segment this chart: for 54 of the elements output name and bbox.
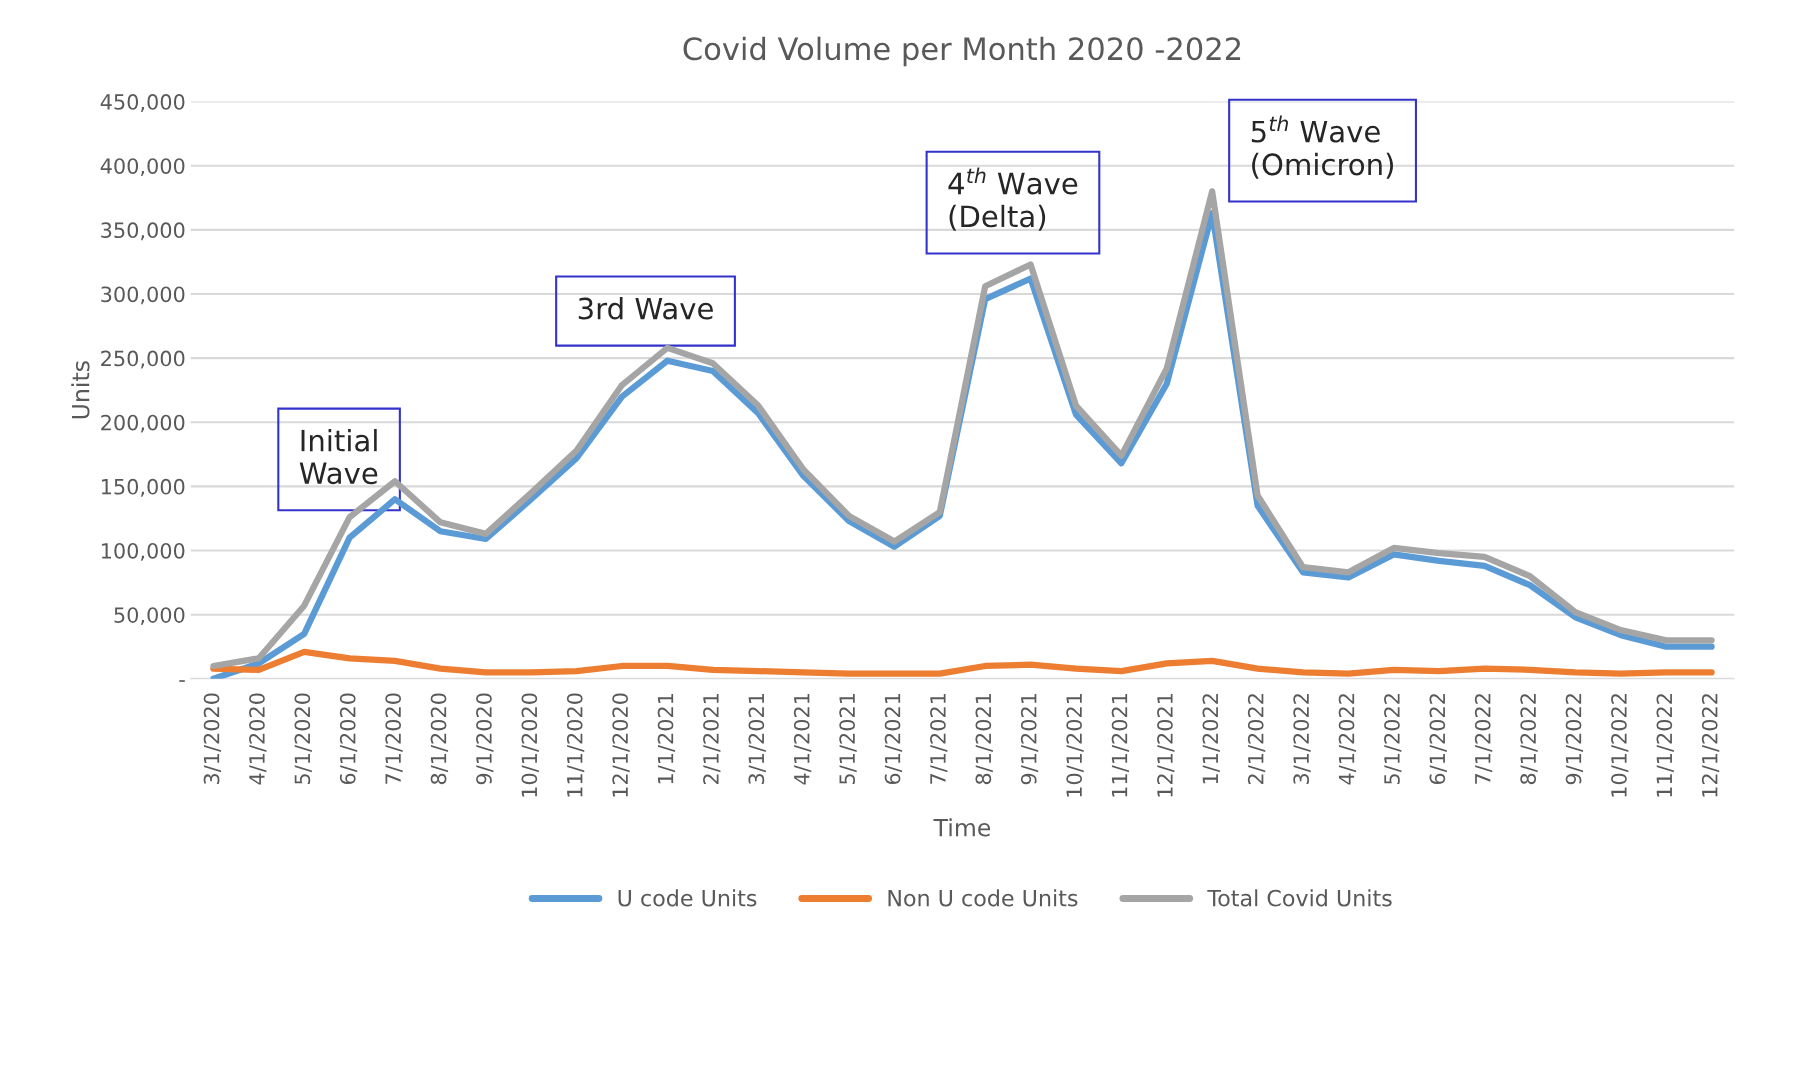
- y-tick-label: 50,000: [114, 607, 185, 626]
- x-axis-title: Time: [933, 818, 991, 837]
- x-tick-label: 12/1/2021: [1157, 693, 1175, 797]
- x-tick-label: 8/1/2021: [975, 693, 993, 785]
- x-tick-label: 4/1/2022: [1338, 694, 1357, 785]
- x-tick-label: 11/1/2020: [566, 693, 585, 797]
- x-tick-label: 7/1/2021: [930, 693, 948, 784]
- x-tick-label: 11/1/2022: [1656, 694, 1674, 797]
- x-tick-label: 1/1/2022: [1202, 694, 1220, 784]
- legend-label: Non U code Units: [888, 889, 1078, 907]
- x-tick-label: 6/1/2021: [884, 693, 903, 785]
- x-tick-label: 10/1/2020: [521, 693, 539, 797]
- x-tick-label: 5/1/2021: [839, 693, 857, 784]
- x-tick-label: 8/1/2022: [1520, 694, 1538, 785]
- chart-title: Covid Volume per Month 2020 -2022: [683, 36, 1241, 67]
- x-tick-label: 7/1/2020: [385, 693, 403, 784]
- y-tick-label: 200,000: [101, 414, 185, 433]
- x-tick-label: 3/1/2022: [1293, 694, 1311, 784]
- legend-label: U code Units: [618, 889, 757, 907]
- y-tick-label: 300,000: [101, 286, 185, 305]
- x-tick-label: 10/1/2021: [1066, 693, 1084, 797]
- y-axis-title: Units: [71, 361, 90, 419]
- x-tick-label: 10/1/2022: [1611, 694, 1629, 797]
- x-tick-label: 12/1/2020: [612, 693, 630, 797]
- annotation: Initial Wave: [299, 429, 378, 485]
- x-tick-label: 6/1/2022: [1429, 694, 1447, 785]
- x-tick-label: 3/1/2020: [203, 693, 222, 784]
- y-tick-label: 400,000: [100, 158, 185, 177]
- annotation: 3rd Wave: [578, 296, 713, 320]
- y-tick-label: 450,000: [100, 94, 185, 112]
- x-tick-label: 3/1/2021: [748, 693, 766, 784]
- y-tick-label: 350,000: [101, 222, 185, 241]
- x-tick-label: 11/1/2021: [1111, 693, 1130, 797]
- x-tick-label: 4/1/2020: [249, 693, 267, 785]
- annotation: 4$^{th}$ Wave (Delta): [948, 167, 1078, 231]
- y-tick-label: 250,000: [101, 350, 185, 369]
- x-tick-label: 1/1/2021: [657, 693, 676, 784]
- x-tick-label: 6/1/2020: [339, 693, 358, 785]
- x-tick-label: 8/1/2020: [430, 693, 449, 785]
- x-tick-label: 5/1/2020: [294, 693, 312, 784]
- x-tick-label: 2/1/2021: [703, 693, 721, 785]
- x-tick-label: 5/1/2022: [1384, 694, 1402, 784]
- x-tick-label: 2/1/2022: [1247, 694, 1266, 785]
- x-tick-label: 7/1/2022: [1474, 694, 1493, 784]
- y-tick-label: -: [179, 680, 185, 682]
- legend-label: Total Covid Units: [1207, 889, 1392, 907]
- x-tick-label: 4/1/2021: [793, 693, 812, 785]
- y-tick-label: 100,000: [101, 542, 185, 561]
- y-tick-label: 150,000: [101, 478, 185, 497]
- x-tick-label: 12/1/2022: [1701, 694, 1720, 797]
- annotation: 5$^{th}$ Wave (Omicron): [1251, 115, 1394, 179]
- x-tick-label: 9/1/2021: [1020, 693, 1039, 785]
- x-tick-label: 9/1/2020: [476, 693, 494, 785]
- x-tick-label: 9/1/2022: [1565, 694, 1584, 785]
